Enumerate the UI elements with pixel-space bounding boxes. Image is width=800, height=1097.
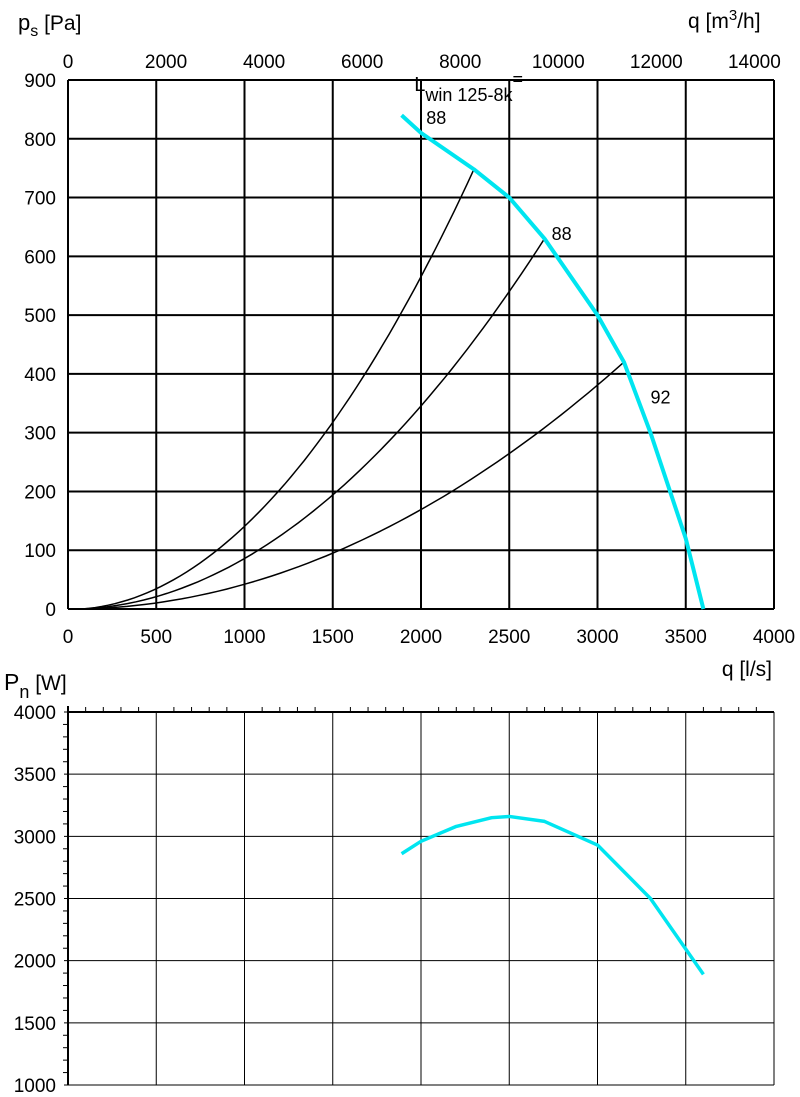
- x-axis-title-ls: q [l/s]: [722, 658, 772, 681]
- y-axis-title-pressure-part: s: [30, 23, 38, 40]
- x2-tick-label: 10000: [532, 52, 585, 73]
- x2-tick-label: 6000: [341, 52, 383, 73]
- x-tick-label: 500: [140, 627, 172, 648]
- x2-tick-label: 2000: [145, 52, 187, 73]
- power-curve: [400, 814, 705, 976]
- y-tick-label: 600: [24, 247, 56, 268]
- y-axis-title-pressure: ps [Pa]: [18, 10, 81, 40]
- x2-tick-label: 8000: [439, 52, 481, 73]
- y-tick-label: 500: [24, 306, 56, 327]
- x2-axis-title-m3h-part: 3: [729, 7, 737, 24]
- x2-tick-label: 4000: [243, 52, 285, 73]
- sound-level-annotation-part: L: [414, 74, 425, 96]
- y-tick-label: 3500: [14, 765, 56, 786]
- y-axis-title-pressure-part: p: [18, 10, 30, 35]
- x-tick-label: 1500: [312, 627, 354, 648]
- sound-level-annotation-part: win 125-8k: [424, 85, 513, 105]
- y-axis-title-power-part: [W]: [29, 672, 66, 695]
- y-axis-title-power: Pn [W]: [4, 669, 67, 702]
- y-tick-label: 200: [24, 482, 56, 503]
- y-tick-label: 2000: [14, 952, 56, 973]
- y-tick-label: 700: [24, 189, 56, 210]
- y-axis-title-power-part: P: [4, 669, 19, 695]
- x2-tick-label: 12000: [630, 52, 683, 73]
- system-curve-label: 92: [650, 387, 670, 407]
- x2-axis-title-m3h-part: /h]: [737, 10, 760, 33]
- y-tick-label: 400: [24, 365, 56, 386]
- x2-tick-label: 14000: [728, 52, 781, 73]
- x-tick-label: 2000: [400, 627, 442, 648]
- y-axis-title-power-part: n: [19, 682, 29, 702]
- y-tick-label: 0: [45, 600, 56, 621]
- x-tick-label: 4000: [753, 627, 795, 648]
- x-tick-label: 2500: [488, 627, 530, 648]
- x-tick-label: 1000: [223, 627, 265, 648]
- y-tick-label: 2500: [14, 890, 56, 911]
- x2-tick-label: 0: [63, 52, 74, 73]
- system-curve-label: 88: [552, 224, 572, 244]
- y-tick-label: 300: [24, 424, 56, 445]
- system-curve: [82, 238, 546, 610]
- x2-axis-title-m3h-part: q [m: [688, 10, 729, 33]
- fan-pressure-curve: [400, 113, 706, 610]
- y-tick-label: 100: [24, 541, 56, 562]
- y-tick-label: 900: [24, 71, 56, 92]
- x-tick-label: 3500: [665, 627, 707, 648]
- y-tick-label: 800: [24, 130, 56, 151]
- sound-level-annotation: Lwin 125-8k=: [414, 69, 523, 105]
- y-tick-label: 3000: [14, 827, 56, 848]
- sound-level-annotation-part: =: [512, 69, 523, 89]
- y-tick-label: 4000: [14, 703, 56, 724]
- x-tick-label: 0: [63, 627, 74, 648]
- y-tick-label: 1000: [14, 1076, 56, 1097]
- y-tick-label: 1500: [14, 1014, 56, 1035]
- system-curve-label: 88: [426, 108, 446, 128]
- y-axis-title-pressure-part: [Pa]: [38, 12, 81, 35]
- x-tick-label: 3000: [576, 627, 618, 648]
- system-curve: [82, 361, 625, 610]
- x2-axis-title-m3h: q [m3/h]: [688, 7, 761, 33]
- system-curve: [82, 168, 475, 610]
